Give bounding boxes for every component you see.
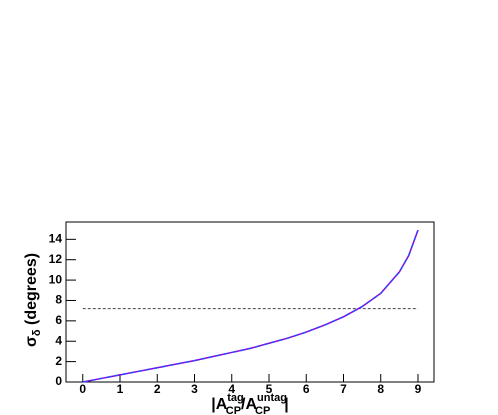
y-tick-label: 0 [55,374,62,388]
x-tick-label: 7 [340,382,347,396]
x-title-sup: untag [257,392,287,404]
y-axis-title: σδ (degrees) [23,253,43,347]
x-axis-title: |Atag CP/Auntag CP | [211,392,289,415]
y-tick-label: 14 [49,231,63,245]
x-tick-label: 4 [228,382,235,396]
x-tick-label: 9 [415,382,422,396]
y-title-part: σ [23,336,40,347]
x-title-part: |A [211,396,227,413]
y-tick-label: 8 [55,293,62,307]
x-tick-label: 2 [154,382,161,396]
x-title-part: /A [241,396,257,413]
x-tick-label: 8 [377,382,384,396]
y-tick-label: 2 [55,354,62,368]
x-title-part: | [284,396,288,413]
y-tick-label: 4 [55,333,62,347]
x-title-sub: CP [226,405,241,415]
plot-frame [65,221,435,383]
x-tick-label: 6 [303,382,310,396]
x-tick-label: 3 [191,382,198,396]
y-title-part: (degrees) [23,253,40,329]
y-tick-label: 12 [49,252,63,266]
y-tick-label: 6 [55,313,62,327]
series-line [82,229,419,383]
x-title-sub: CP [255,405,270,415]
x-tick-label: 1 [117,382,124,396]
x-tick-label: 0 [79,382,86,396]
x-tick-label: 5 [266,382,273,396]
y-title-sub: δ [31,329,43,336]
series-line [82,229,419,383]
x-title-sup: tag [227,392,244,404]
y-tick-label: 10 [49,272,63,286]
